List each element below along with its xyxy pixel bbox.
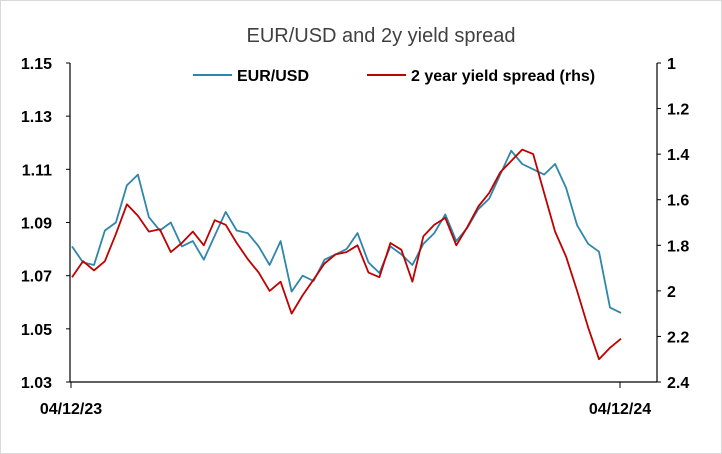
y-left-tick-label: 1.05 [21,322,52,339]
legend-label-eurusd: EUR/USD [237,68,309,85]
series-line-yield-spread [71,148,622,361]
y-left-tick-label: 1.07 [21,269,52,286]
y-right-tick-label: 1 [667,56,676,73]
y-right-ticks: 1 1.2 1.4 1.6 1.8 2 2.2 2.4 [657,56,689,392]
y-right-tick-label: 2.2 [667,329,689,346]
y-right-tick-label: 2.4 [667,375,689,392]
y-left-tick-label: 1.15 [21,56,52,73]
y-right-tick-label: 1.6 [667,193,689,210]
series-line-eurusd [71,149,622,314]
y-left-tick-label: 1.11 [22,162,52,179]
y-left-tick-label: 1.03 [21,375,52,392]
chart-title: EUR/USD and 2y yield spread [246,25,515,47]
y-right-tick-label: 1.4 [667,147,689,164]
x-tick-label: 04/12/23 [40,401,102,418]
y-right-tick-label: 1.8 [667,238,689,255]
y-left-ticks: 1.15 1.13 1.11 1.09 1.07 1.05 1.03 [21,56,70,392]
y-left-tick-label: 1.13 [21,109,52,126]
legend-label-spread: 2 year yield spread (rhs) [411,68,595,85]
legend: EUR/USD 2 year yield spread (rhs) [193,68,595,85]
x-tick-label: 04/12/24 [589,401,651,418]
y-right-tick-label: 1.2 [667,102,689,119]
x-ticks: 04/12/23 04/12/24 [40,382,651,418]
y-right-tick-label: 2 [667,284,676,301]
series-layer [71,148,622,361]
y-left-tick-label: 1.09 [21,216,52,233]
